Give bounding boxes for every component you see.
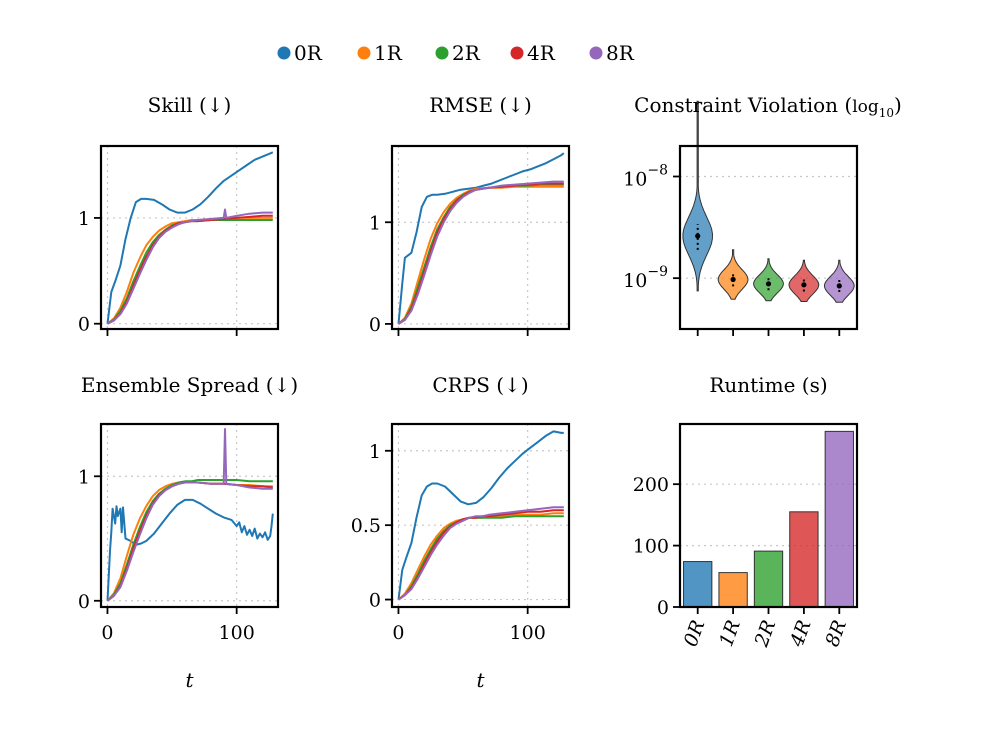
skill-title: Skill (↓) <box>148 93 232 117</box>
constraint-ytick-base: 10 <box>623 270 647 292</box>
constraint-title: Constraint Violation (log10) <box>634 93 902 120</box>
crps-frame <box>390 422 571 609</box>
constraint-ytick-label-0: 10−9 <box>623 264 668 292</box>
crps-panel: 0 0.5 1 0 100 t CRPS (↓) <box>351 373 571 692</box>
crps-line-1r <box>397 512 564 601</box>
spread-title: Ensemble Spread (↓) <box>81 373 298 397</box>
spread-xtick-label-1: 100 <box>219 622 255 644</box>
legend: 0R 1R 2R 4R 8R <box>277 41 635 65</box>
crps-line-8r <box>397 506 564 601</box>
spread-xtick-label-0: 0 <box>101 622 113 644</box>
constraint-title-sub: 10 <box>879 106 894 120</box>
constraint-title-main: Constraint Violation ( <box>634 93 852 117</box>
constraint-median-8r <box>836 283 842 289</box>
constraint-median-0r <box>695 233 701 239</box>
skill-line-8r <box>107 208 273 325</box>
runtime-ytick-label-1: 100 <box>633 536 669 558</box>
ensemble-spread-panel: 0 1 0 100 t Ensemble Spread (↓) <box>78 373 298 692</box>
skill-line-1r <box>106 216 273 325</box>
crps-ytick-label-2: 1 <box>369 441 381 463</box>
runtime-bar-2r <box>753 550 784 608</box>
rmse-panel: 0 1 RMSE (↓) <box>369 93 571 336</box>
skill-ytick-label-1: 1 <box>78 208 90 230</box>
runtime-title: Runtime (s) <box>709 373 827 397</box>
legend-label-1r: 1R <box>374 41 403 65</box>
runtime-xtick-label-8r: 8R <box>821 617 851 649</box>
legend-marker-4r <box>510 46 524 60</box>
constraint-ytick-exponent: −8 <box>647 163 668 179</box>
legend-marker-0r <box>277 46 291 60</box>
skill-line-0r <box>106 151 274 324</box>
rmse-frame <box>390 144 571 331</box>
constraint-title-close: ) <box>894 93 902 117</box>
runtime-xtick-label-4r: 4R <box>786 617 816 650</box>
constraint-median-4r <box>801 282 807 288</box>
constraint-median-2r <box>765 281 772 287</box>
runtime-bar-8r <box>824 430 854 608</box>
constraint-title-log: log <box>852 97 879 117</box>
crps-xtick-label-1: 100 <box>510 622 546 644</box>
runtime-bar-0r <box>683 561 713 608</box>
rmse-line-1r <box>397 185 564 325</box>
constraint-median-1r <box>730 276 736 283</box>
rmse-line-0r <box>397 152 565 324</box>
skill-line-2r <box>106 219 273 325</box>
spread-ytick-label-0: 0 <box>78 591 90 613</box>
skill-panel: 0 1 Skill (↓) <box>78 93 280 336</box>
crps-line-0r <box>397 430 564 600</box>
crps-xlabel: t <box>476 668 485 692</box>
runtime-ytick-label-0: 0 <box>657 597 669 619</box>
constraint-ytick-exponent: −9 <box>647 264 668 280</box>
runtime-bar-4r <box>789 511 819 608</box>
rmse-title: RMSE (↓) <box>429 93 532 117</box>
runtime-bar-1r <box>718 572 748 608</box>
runtime-ytick-label-2: 200 <box>633 474 669 496</box>
spread-line-8r <box>106 428 273 602</box>
runtime-xtick-label-1r: 1R <box>715 617 745 649</box>
skill-frame <box>99 144 280 331</box>
constraint-frame <box>678 144 859 331</box>
spread-line-2r <box>106 479 273 602</box>
runtime-xtick-label-0r: 0R <box>680 617 710 649</box>
runtime-panel: 0 100 200 0R 1R 2R 4R 8R Runtime (s) <box>633 373 859 650</box>
rmse-line-8r <box>397 180 564 325</box>
spread-xlabel: t <box>185 668 194 692</box>
rmse-ytick-label-0: 0 <box>369 314 381 336</box>
constraint-ytick-base: 10 <box>623 169 647 191</box>
skill-line-4r <box>107 214 273 325</box>
spread-frame <box>99 422 280 609</box>
legend-marker-2r <box>435 46 449 60</box>
legend-label-4r: 4R <box>527 41 556 65</box>
legend-label-8r: 8R <box>606 41 635 65</box>
crps-ytick-label-0: 0 <box>369 590 381 612</box>
legend-label-2r: 2R <box>452 41 481 65</box>
spread-line-0r <box>106 498 274 601</box>
crps-xtick-label-0: 0 <box>392 622 404 644</box>
runtime-xtick-label-2r: 2R <box>750 617 780 650</box>
skill-ytick-label-0: 0 <box>78 314 90 336</box>
constraint-violin-0r <box>682 100 714 292</box>
crps-ytick-label-1: 0.5 <box>351 515 381 537</box>
rmse-ytick-label-1: 1 <box>369 212 381 234</box>
legend-marker-1r <box>357 46 371 60</box>
spread-ytick-label-1: 1 <box>78 466 90 488</box>
crps-title: CRPS (↓) <box>432 373 528 397</box>
legend-label-0r: 0R <box>294 41 323 65</box>
constraint-ytick-label-1: 10−8 <box>623 163 668 191</box>
legend-marker-8r <box>589 46 603 60</box>
crps-line-4r <box>397 509 564 601</box>
